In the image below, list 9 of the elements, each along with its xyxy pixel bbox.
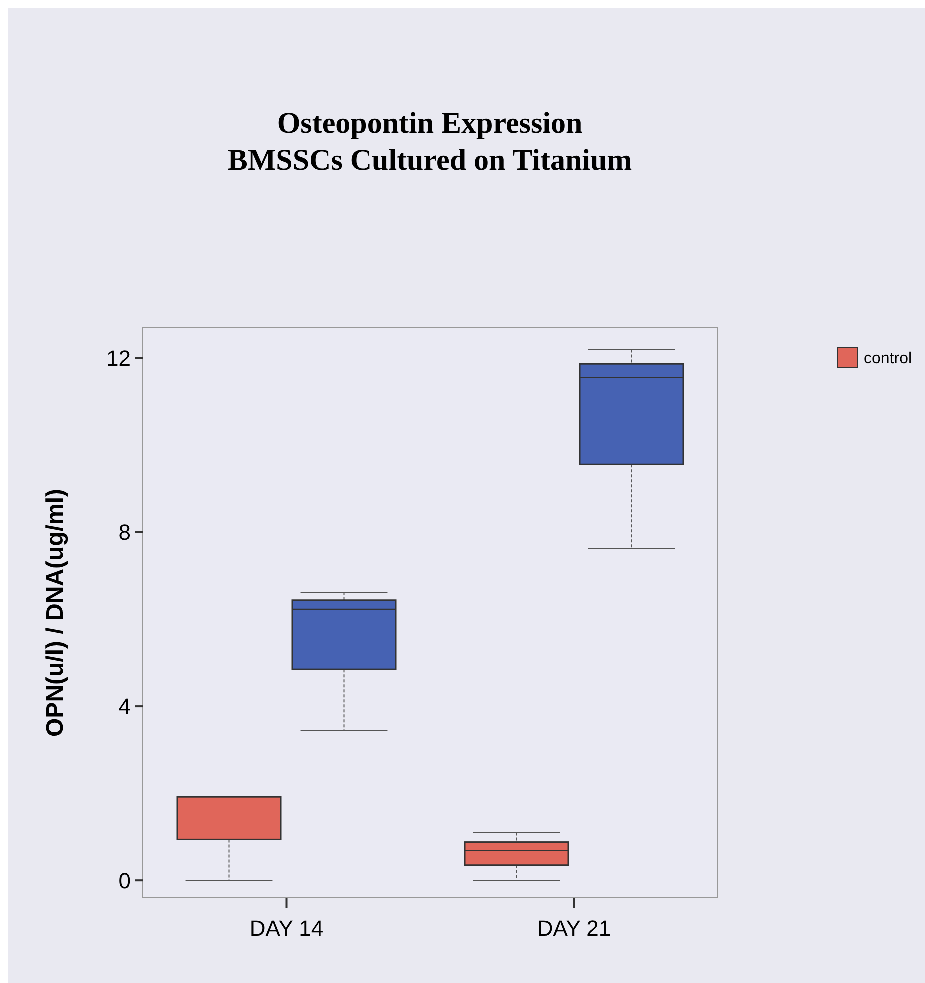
y-axis-title: OPN(u/l) / DNA(ug/ml) <box>42 489 69 737</box>
y-tick-label: 8 <box>118 520 131 546</box>
x-tick-label: DAY 21 <box>537 916 612 941</box>
y-tick-label: 0 <box>118 868 131 894</box>
legend-label: control <box>864 350 912 368</box>
x-tick-label: DAY 14 <box>250 916 324 941</box>
y-tick-label: 12 <box>106 346 131 372</box>
y-tick-label: 4 <box>118 694 131 720</box>
chart-title: Osteopontin Expression BMSSCs Cultured on Titanium <box>228 107 632 177</box>
